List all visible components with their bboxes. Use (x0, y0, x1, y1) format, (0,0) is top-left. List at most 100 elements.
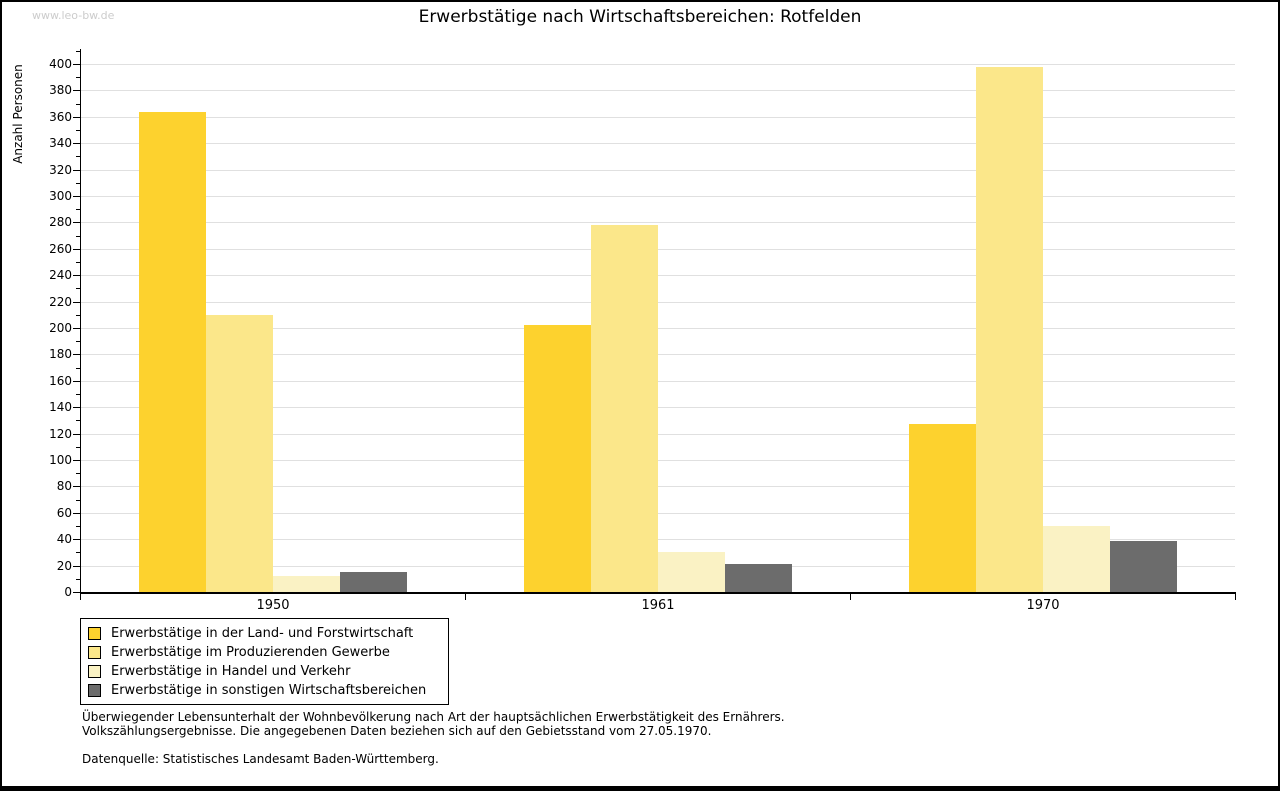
bar (139, 112, 206, 592)
y-minor-tick (76, 77, 80, 78)
y-tick (73, 592, 80, 593)
y-minor-tick (76, 526, 80, 527)
y-tick (73, 117, 80, 118)
footer-line-1: Überwiegender Lebensunterhalt der Wohnbe… (82, 710, 785, 724)
legend-swatch (88, 684, 101, 697)
y-tick (73, 90, 80, 91)
y-tick-label: 60 (56, 506, 72, 520)
bar (658, 552, 725, 592)
y-axis-line (80, 49, 81, 593)
y-tick-label: 360 (49, 110, 72, 124)
gridline (81, 275, 1235, 276)
y-tick-label: 100 (49, 453, 72, 467)
x-tick (1235, 594, 1236, 600)
x-tick (80, 594, 81, 600)
chart-title: Erwerbstätige nach Wirtschaftsbereichen:… (418, 7, 862, 27)
watermark: www.leo-bw.de (32, 9, 115, 22)
bar (524, 325, 591, 592)
gridline (81, 486, 1235, 487)
y-tick (73, 196, 80, 197)
y-minor-tick (76, 552, 80, 553)
y-tick (73, 328, 80, 329)
y-tick (73, 170, 80, 171)
gridline (81, 64, 1235, 65)
y-minor-tick (76, 420, 80, 421)
legend-swatch (88, 646, 101, 659)
y-minor-tick (76, 183, 80, 184)
y-tick (73, 249, 80, 250)
y-minor-tick (76, 447, 80, 448)
y-tick-label: 20 (56, 559, 72, 573)
legend-label: Erwerbstätige in der Land- und Forstwirt… (111, 626, 414, 641)
legend-label: Erwerbstätige im Produzierenden Gewerbe (111, 645, 390, 660)
y-minor-tick (76, 236, 80, 237)
y-tick (73, 539, 80, 540)
gridline (81, 328, 1235, 329)
y-minor-tick (76, 341, 80, 342)
legend-label: Erwerbstätige in Handel und Verkehr (111, 664, 351, 679)
y-minor-tick (76, 315, 80, 316)
y-minor-tick (76, 130, 80, 131)
gridline (81, 249, 1235, 250)
y-tick-label: 340 (49, 136, 72, 150)
y-tick-label: 80 (56, 479, 72, 493)
x-axis-line (80, 592, 1236, 594)
bar (976, 67, 1043, 592)
y-tick (73, 381, 80, 382)
legend-item: Erwerbstätige im Produzierenden Gewerbe (88, 643, 442, 662)
y-tick (73, 566, 80, 567)
y-minor-tick (76, 288, 80, 289)
y-minor-tick (76, 394, 80, 395)
gridline (81, 302, 1235, 303)
y-minor-tick (76, 156, 80, 157)
legend: Erwerbstätige in der Land- und Forstwirt… (80, 618, 449, 705)
legend-swatch (88, 665, 101, 678)
y-tick-label: 320 (49, 163, 72, 177)
y-tick (73, 222, 80, 223)
y-tick (73, 64, 80, 65)
y-tick (73, 513, 80, 514)
bar (591, 225, 658, 592)
y-tick-label: 40 (56, 532, 72, 546)
y-tick-label: 160 (49, 374, 72, 388)
y-tick-label: 120 (49, 427, 72, 441)
gridline (81, 143, 1235, 144)
gridline (81, 407, 1235, 408)
y-minor-tick (76, 473, 80, 474)
x-tick-label: 1970 (1026, 598, 1060, 613)
footer-line-2: Volkszählungsergebnisse. Die angegebenen… (82, 723, 712, 738)
gridline (81, 434, 1235, 435)
gridline (81, 117, 1235, 118)
legend-item: Erwerbstätige in sonstigen Wirtschaftsbe… (88, 681, 442, 700)
footer: Überwiegender Lebensunterhalt der Wohnbe… (82, 710, 785, 767)
bar (1110, 541, 1177, 592)
y-axis-label: Anzahl Personen (11, 64, 25, 164)
x-tick (850, 594, 851, 600)
y-tick-label: 240 (49, 268, 72, 282)
y-tick-label: 380 (49, 83, 72, 97)
y-tick-label: 0 (64, 585, 72, 599)
y-tick-label: 200 (49, 321, 72, 335)
gridline (81, 90, 1235, 91)
bar (340, 572, 407, 592)
bar (1043, 526, 1110, 592)
legend-item: Erwerbstätige in Handel und Verkehr (88, 662, 442, 681)
y-tick (73, 486, 80, 487)
legend-swatch (88, 627, 101, 640)
legend-label: Erwerbstätige in sonstigen Wirtschaftsbe… (111, 683, 427, 698)
legend-item: Erwerbstätige in der Land- und Forstwirt… (88, 624, 442, 643)
y-tick-label: 180 (49, 347, 72, 361)
y-tick (73, 434, 80, 435)
y-tick-label: 280 (49, 215, 72, 229)
y-tick-label: 140 (49, 400, 72, 414)
x-tick-label: 1961 (641, 598, 675, 613)
y-tick (73, 354, 80, 355)
bar (909, 424, 976, 592)
x-tick-label: 1950 (256, 598, 290, 613)
y-tick (73, 143, 80, 144)
y-minor-tick (76, 104, 80, 105)
y-tick-label: 260 (49, 242, 72, 256)
bar (725, 564, 792, 592)
y-tick (73, 460, 80, 461)
